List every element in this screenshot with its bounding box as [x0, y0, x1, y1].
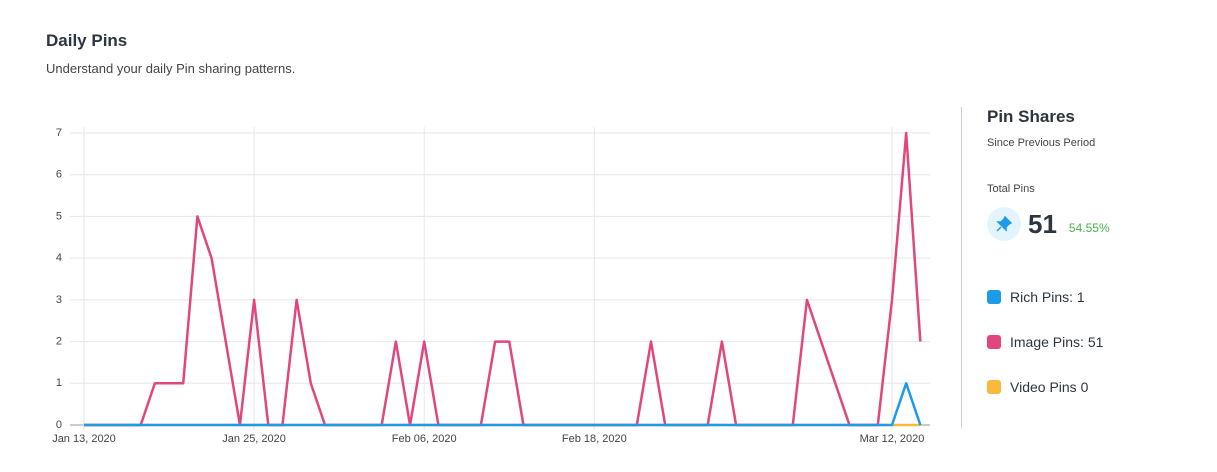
subtitle: Understand your daily Pin sharing patter…: [46, 61, 296, 76]
legend-swatch: [987, 380, 1001, 394]
y-tick-label: 1: [56, 377, 62, 389]
y-tick-label: 6: [56, 169, 62, 181]
legend-swatch: [987, 335, 1001, 349]
legend-label: Video Pins 0: [1010, 379, 1089, 395]
y-tick-label: 5: [56, 210, 62, 222]
metric: 51 54.55%: [987, 207, 1217, 241]
pin-glyph: [996, 216, 1012, 232]
legend-label: Rich Pins: 1: [1010, 289, 1085, 305]
pin-icon: [987, 207, 1021, 241]
y-tick-label: 2: [56, 335, 62, 347]
series-line: [84, 382, 922, 427]
sidebar: Pin Shares Since Previous Period Total P…: [961, 107, 1217, 428]
legend-label: Image Pins: 51: [1010, 334, 1104, 350]
legend: Rich Pins: 1 Image Pins: 51 Video Pins 0: [987, 289, 1217, 395]
legend-swatch: [987, 290, 1001, 304]
x-tick-label: Feb 06, 2020: [392, 433, 457, 445]
y-tick-label: 0: [56, 419, 62, 431]
x-tick-label: Jan 13, 2020: [52, 433, 116, 445]
series-line: [84, 131, 922, 427]
metric-value: 51: [1028, 208, 1057, 239]
chart: 0 1 2 3 4 5 6 7 Jan 13, 2020 Jan 25, 2020 Feb 06, …: [52, 127, 930, 445]
x-tick-label: Mar 12, 2020: [860, 433, 925, 445]
sidebar-title: Pin Shares: [987, 107, 1075, 126]
legend-item: Rich Pins: 1: [987, 289, 1217, 305]
title: Daily Pins: [46, 31, 128, 50]
y-tick-label: 4: [56, 252, 62, 264]
x-tick-label: Feb 18, 2020: [562, 433, 627, 445]
metric-change: 54.55%: [1068, 221, 1110, 235]
y-tick-label: 7: [56, 127, 62, 139]
legend-item: Image Pins: 51: [987, 334, 1217, 350]
y-tick-label: 3: [56, 294, 62, 306]
metric-label: Total Pins: [987, 183, 1035, 195]
sidebar-subtitle: Since Previous Period: [987, 137, 1096, 149]
legend-item: Video Pins 0: [987, 379, 1217, 395]
x-tick-label: Jan 25, 2020: [222, 433, 286, 445]
